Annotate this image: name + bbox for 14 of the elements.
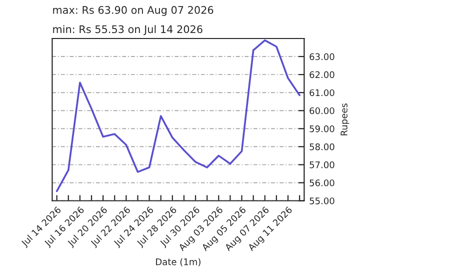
y-tick-label: 61.00	[310, 89, 334, 96]
y-tick-label: 62.00	[310, 71, 334, 78]
y-axis-title: Rupees	[340, 104, 350, 136]
chart-title: max: Rs 63.90 on Aug 07 2026	[53, 6, 214, 16]
y-tick-label: 63.00	[310, 53, 334, 60]
y-tick-label: 58.00	[310, 143, 334, 150]
y-tick-label: 55.00	[310, 197, 334, 204]
line-series	[56, 39, 300, 192]
y-tick-label: 57.00	[310, 161, 334, 168]
y-tick-label: 56.00	[310, 179, 334, 186]
chart-subtitle: min: Rs 55.53 on Jul 14 2026	[53, 25, 202, 36]
y-tick-label: 60.00	[310, 107, 334, 114]
x-axis-title: Date (1m)	[156, 258, 200, 266]
y-tick-label: 59.00	[310, 125, 334, 132]
